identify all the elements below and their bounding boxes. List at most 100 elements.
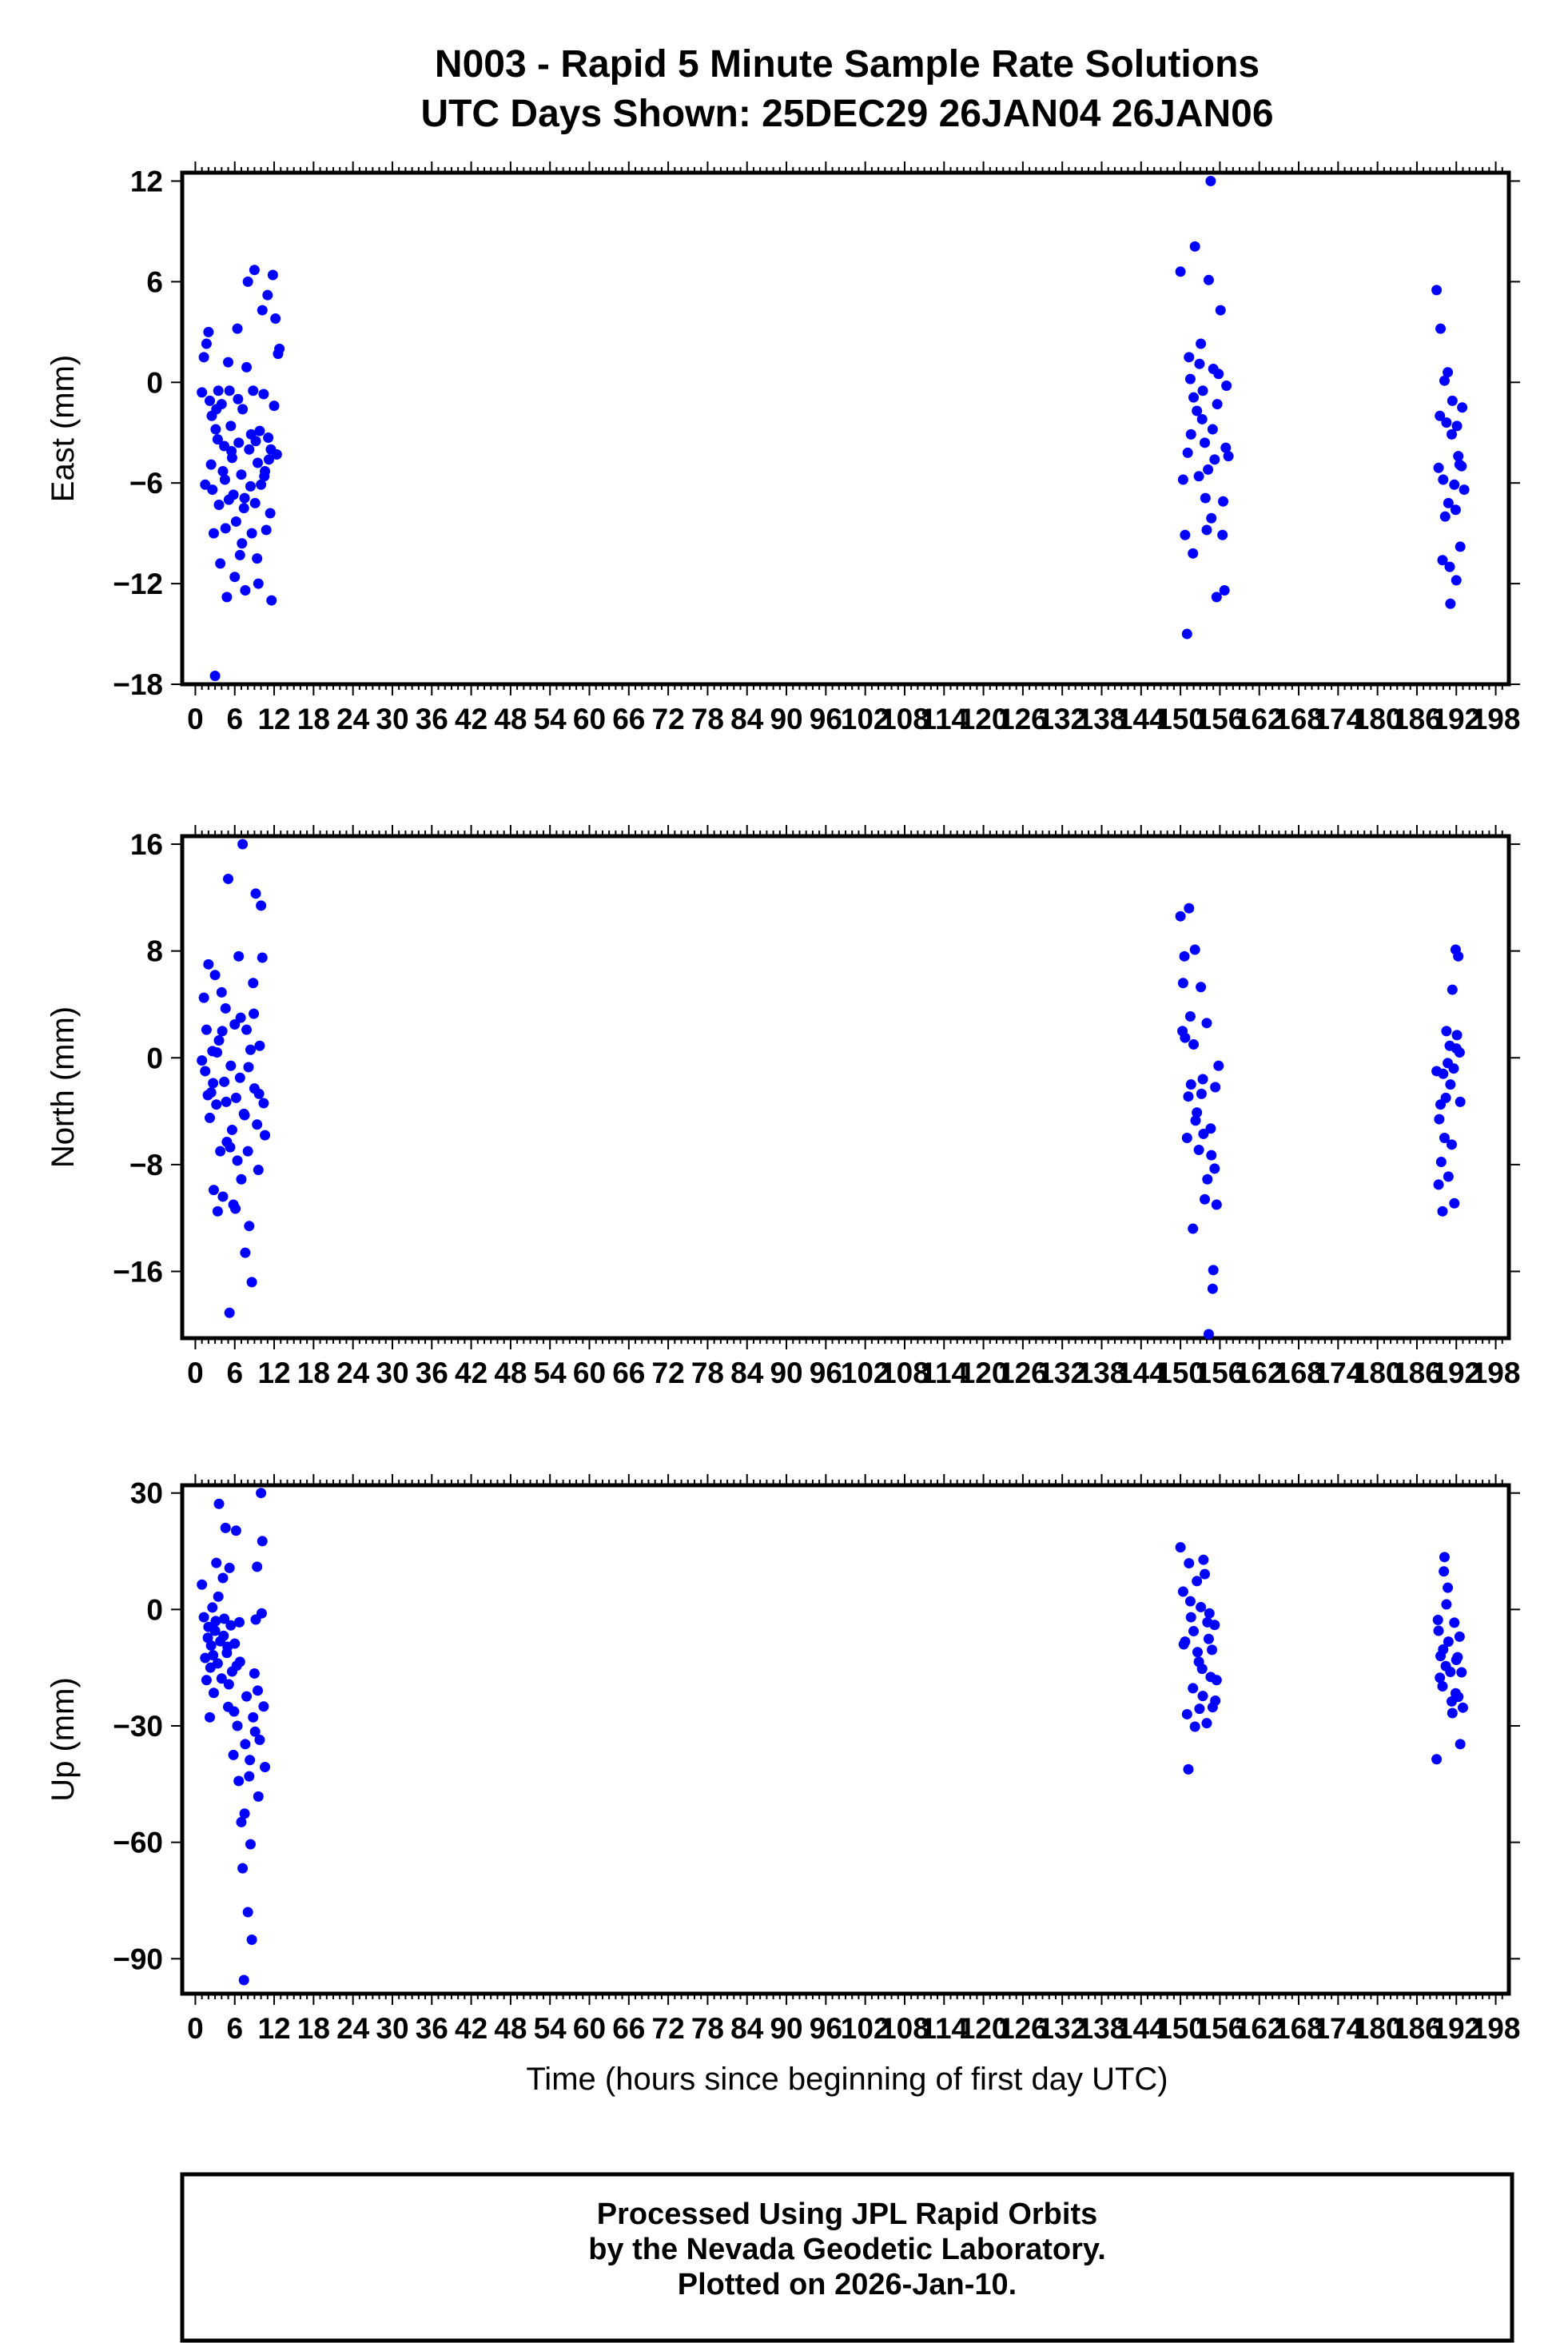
up-data-point <box>1440 1660 1451 1672</box>
north-data-point <box>221 1096 232 1107</box>
up-data-point <box>1455 1739 1466 1750</box>
north-data-point <box>243 1062 254 1073</box>
up-data-point <box>1457 1702 1468 1713</box>
up-data-point <box>1435 1672 1446 1684</box>
east-data-point <box>213 385 224 396</box>
north-x-tick-label: 168 <box>1274 1357 1323 1389</box>
east-data-point <box>220 523 231 534</box>
east-data-point <box>265 444 277 455</box>
up-plot-frame <box>180 1483 1511 1996</box>
east-data-point <box>1200 437 1211 448</box>
east-x-tick-label: 102 <box>841 703 890 735</box>
north-data-point <box>1437 1205 1448 1217</box>
north-data-point <box>217 1026 228 1037</box>
up-data-point <box>211 1557 222 1568</box>
up-data-point <box>1198 1554 1209 1565</box>
up-data-point <box>200 1652 211 1664</box>
north-data-point <box>1444 1040 1455 1051</box>
up-data-point <box>1185 1612 1196 1623</box>
up-x-tick-label: 156 <box>1196 2012 1245 2045</box>
north-data-point <box>1184 903 1195 914</box>
east-data-point <box>240 584 251 596</box>
north-data-point <box>229 1019 241 1030</box>
north-data-point <box>1450 944 1461 955</box>
up-y-tick-label: 0 <box>146 1593 163 1626</box>
north-data-point <box>242 1146 253 1157</box>
north-x-tick-label: 48 <box>494 1357 527 1389</box>
east-data-point <box>229 572 241 583</box>
up-data-point <box>258 1701 269 1712</box>
up-x-tick-label: 48 <box>494 2012 527 2045</box>
east-data-point <box>1207 424 1218 435</box>
east-data-point <box>1175 266 1186 277</box>
up-x-tick-label: 108 <box>880 2012 929 2045</box>
east-data-point <box>1449 479 1460 490</box>
up-data-point <box>1192 1647 1203 1658</box>
north-data-point <box>216 986 227 998</box>
east-data-point <box>244 444 255 455</box>
east-x-tick-label: 144 <box>1116 703 1166 735</box>
north-data-point <box>225 1060 237 1071</box>
east-data-point <box>1445 598 1456 609</box>
north-data-point <box>224 1307 235 1318</box>
north-data-point <box>1200 1193 1211 1205</box>
east-data-point <box>236 469 247 480</box>
north-data-point <box>1190 1115 1201 1126</box>
east-data-point <box>1433 462 1444 473</box>
up-data-point <box>257 1536 268 1547</box>
east-data-point <box>1454 459 1465 470</box>
north-data-point <box>1183 1091 1194 1102</box>
up-data-point <box>232 1720 243 1731</box>
north-x-tick-label: 54 <box>534 1357 567 1389</box>
north-data-point <box>230 1203 241 1214</box>
east-data-point <box>219 474 230 485</box>
north-data-point <box>248 978 259 989</box>
north-data-point <box>1439 1132 1450 1143</box>
footer-box <box>180 2172 1514 2343</box>
north-x-tick-label: 60 <box>573 1357 606 1389</box>
north-data-point <box>203 958 214 970</box>
north-data-point <box>1198 1128 1209 1139</box>
north-data-point <box>1188 1039 1200 1050</box>
north-data-point <box>1211 1199 1222 1210</box>
east-data-point <box>197 387 208 398</box>
up-data-point <box>1432 1614 1443 1625</box>
north-data-point <box>1188 1223 1199 1234</box>
east-data-point <box>274 343 285 354</box>
east-data-point <box>1447 428 1458 440</box>
up-y-axis-label: Up (mm) <box>46 1677 81 1802</box>
east-data-point <box>1188 548 1199 559</box>
east-data-point <box>1184 373 1196 385</box>
north-panel: 0 6 12 18 24 30 36 42 48 54 60 66 72 78 84 90 9610210811… <box>46 825 1520 1389</box>
north-data-point <box>1201 1018 1212 1029</box>
up-data-point <box>1452 1652 1463 1663</box>
east-data-point <box>1200 492 1211 504</box>
north-data-point <box>1433 1179 1444 1190</box>
north-data-point <box>245 1044 256 1055</box>
east-data-point <box>1203 464 1214 475</box>
north-x-tick-label: 162 <box>1235 1357 1284 1389</box>
north-data-point <box>226 1124 237 1135</box>
east-data-point <box>1180 529 1191 540</box>
east-data-point <box>198 352 209 363</box>
east-data-point <box>1201 524 1212 536</box>
north-data-point <box>237 839 249 850</box>
up-data-point <box>205 1711 216 1723</box>
north-data-point <box>258 1098 269 1109</box>
east-data-point <box>1194 358 1205 369</box>
up-data-point <box>236 1816 247 1827</box>
up-data-point <box>245 1755 256 1766</box>
east-data-point <box>1185 428 1196 440</box>
east-x-tick-label: 168 <box>1274 703 1323 735</box>
north-data-point <box>1208 1265 1219 1276</box>
east-data-point <box>205 459 217 470</box>
up-x-tick-label: 12 <box>257 2012 290 2045</box>
east-data-point <box>246 528 257 539</box>
east-x-tick-label: 126 <box>998 703 1048 735</box>
east-data-point <box>258 389 269 400</box>
east-data-point <box>1182 447 1193 458</box>
north-data-point <box>1449 1197 1460 1209</box>
north-data-point <box>1455 1096 1466 1107</box>
east-data-point <box>238 503 249 514</box>
east-data-point <box>1217 529 1228 540</box>
